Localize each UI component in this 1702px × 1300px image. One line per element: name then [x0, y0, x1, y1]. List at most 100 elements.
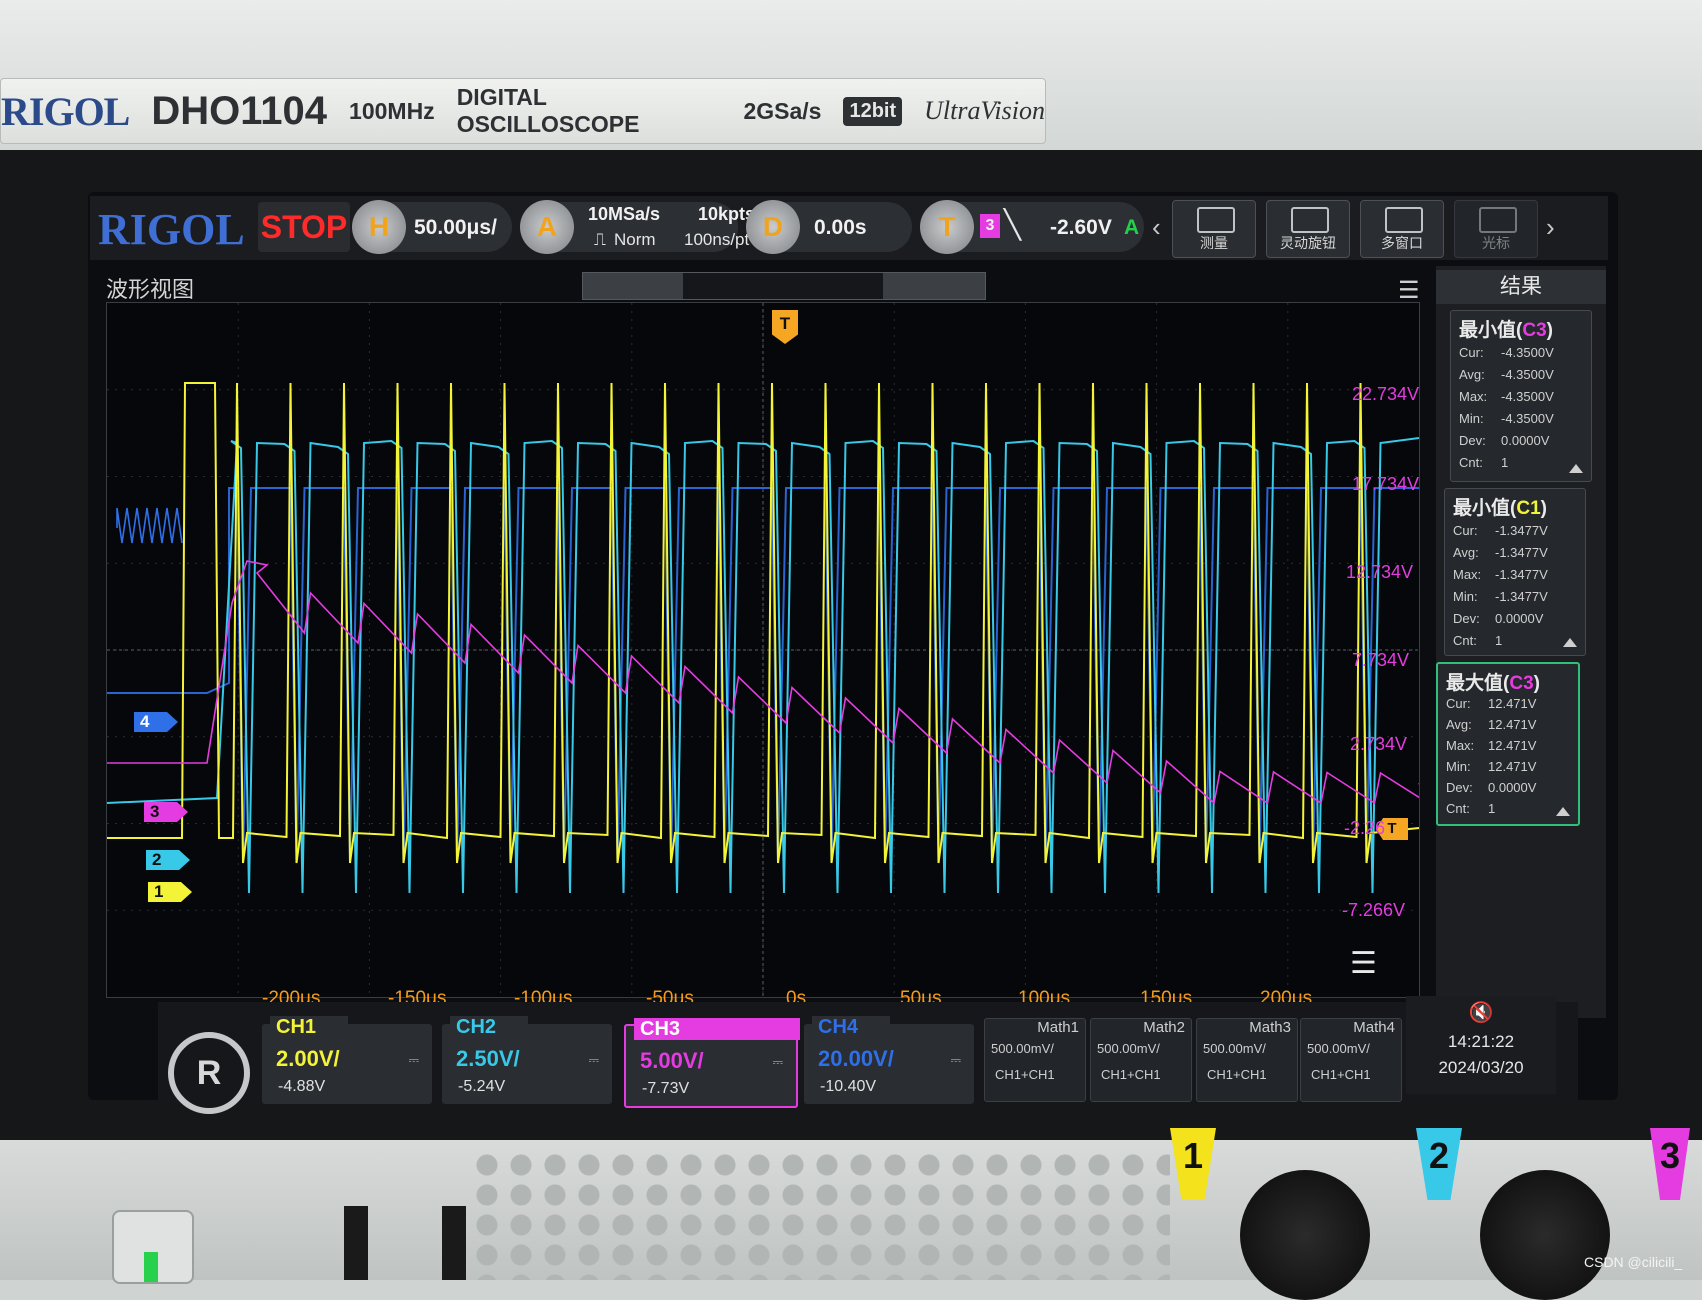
ch4-scale: 20.00V/ — [818, 1046, 894, 1071]
ch4-label: CH4 — [812, 1016, 890, 1038]
collapse-icon[interactable] — [1556, 807, 1570, 816]
status-clock: 🔇 14:21:22 2024/03/20 — [1406, 996, 1556, 1094]
clock-date: 2024/03/20 — [1438, 1058, 1524, 1077]
math3-scale: 500.00mV/ — [1203, 1041, 1266, 1056]
math4-scale: 500.00mV/ — [1307, 1041, 1370, 1056]
speaker-mute-icon[interactable]: 🔇 — [1468, 1002, 1494, 1024]
chevron-right-icon[interactable]: › — [1546, 212, 1555, 242]
acquire-resolution: 100ns/pt — [684, 230, 750, 249]
timebase-value: 50.00μs/ — [414, 216, 497, 239]
waveform-plot — [107, 303, 1419, 997]
menu-icon[interactable]: ☰ — [1398, 277, 1420, 304]
ch2-marker[interactable]: 2 — [146, 850, 190, 870]
power-button[interactable] — [112, 1210, 194, 1284]
delay-key[interactable]: D — [746, 200, 800, 254]
ch3-level-label: 7.734V — [1352, 650, 1410, 670]
ch2-label: CH2 — [450, 1016, 528, 1038]
collapse-menu-icon[interactable]: ☰ — [1350, 947, 1377, 980]
math3-box[interactable]: Math3 500.00mV/ CH1+CH1 — [1196, 1018, 1298, 1102]
ch2-box[interactable]: CH2 2.50V/ -5.24V ⎓ — [442, 1016, 612, 1104]
ch3-level-label: 2.734V — [1350, 734, 1408, 754]
falling-edge-icon: ╲ — [1004, 209, 1021, 240]
multi-window-button[interactable]: 多窗口 — [1360, 200, 1444, 258]
bandwidth-label: 100MHz — [349, 97, 435, 124]
slot — [344, 1206, 368, 1280]
trigger-level-marker[interactable]: T — [1376, 818, 1408, 840]
cursor-button-label: 光标 — [1482, 235, 1510, 251]
waveform-view-title: 波形视图 — [106, 277, 195, 302]
collapse-icon[interactable] — [1563, 638, 1577, 647]
waveform-grid[interactable] — [106, 302, 1420, 998]
bits-badge: 12bit — [843, 96, 903, 126]
dc-coupling-icon: ⎓ — [588, 1052, 599, 1067]
trigger-level: -2.60V — [1050, 216, 1112, 239]
memory-overview[interactable] — [582, 272, 986, 300]
dc-coupling-icon: ⎓ — [408, 1052, 419, 1067]
brand-logo: RIGOL — [1, 88, 130, 134]
ch4-offset: -10.40V — [820, 1078, 877, 1095]
math1-expr: CH1+CH1 — [995, 1067, 1055, 1082]
run-stop-indicator[interactable]: STOP — [258, 202, 350, 252]
smart-knob-button[interactable]: 灵动旋钮 — [1266, 200, 1350, 258]
ch3-scale: 5.00V/ — [640, 1048, 704, 1073]
acquire-key[interactable]: A — [520, 200, 574, 254]
math1-label: Math1 — [1037, 1019, 1079, 1036]
measurement-card[interactable]: 最小值(C3) Cur: -4.3500V Avg: -4.3500V Max: -4… — [1450, 310, 1592, 482]
results-panel: 结果 最小值(C3) Cur: -4.3500V Avg: -4.3500V Max… — [1436, 266, 1606, 1018]
ch1-trace — [107, 382, 1419, 864]
ch1-input-label: 1 — [1170, 1128, 1216, 1200]
math4-box[interactable]: Math4 500.00mV/ CH1+CH1 — [1300, 1018, 1402, 1102]
trigger-key[interactable]: T — [920, 200, 974, 254]
dc-coupling-icon: ⎓ — [772, 1054, 783, 1069]
settings-gear-icon[interactable]: R — [168, 1032, 250, 1114]
acquire-depth: 10kpts — [698, 204, 756, 224]
acquire-rate: 10MSa/s — [588, 204, 661, 224]
ch3-level-label: 22.734V — [1352, 384, 1420, 404]
chevron-left-icon[interactable]: ‹ — [1152, 212, 1161, 242]
ch3-level-label: 17.734V — [1352, 474, 1420, 494]
ch3-offset: -7.73V — [642, 1080, 690, 1097]
ch3-box-active[interactable]: CH3 5.00V/ -7.73V ⎓ — [624, 1018, 800, 1108]
clock-time: 14:21:22 — [1447, 1032, 1515, 1051]
ch2-trace — [107, 437, 1419, 894]
ch3-marker[interactable]: 3 — [144, 802, 188, 822]
trigger-source-badge: 3 — [980, 214, 1000, 238]
measurement-title: 最大值(C3) — [1446, 673, 1540, 694]
ch2-scale: 2.50V/ — [456, 1046, 520, 1071]
measure-button[interactable]: 测量 — [1172, 200, 1256, 258]
brand-plate: RIGOL DHO1104 100MHz DIGITAL OSCILLOSCOP… — [0, 78, 1046, 144]
ch4-marker[interactable]: 4 — [134, 712, 178, 732]
watermark: CSDN @cilicili_ — [1584, 1254, 1683, 1270]
measurement-title: 最小值(C3) — [1459, 320, 1553, 341]
ch4-box[interactable]: CH4 20.00V/ -10.40V ⎓ — [804, 1016, 974, 1104]
math3-label: Math3 — [1249, 1019, 1291, 1036]
math2-scale: 500.00mV/ — [1097, 1041, 1160, 1056]
measurement-card-active[interactable]: 最大值(C3) Cur: 12.471V Avg: 12.471V Max: 12.4… — [1436, 662, 1580, 826]
model-name: DHO1104 — [151, 88, 328, 133]
horizontal-key[interactable]: H — [352, 200, 406, 254]
ringing-burst — [116, 507, 183, 544]
power-led — [144, 1252, 158, 1282]
cursor-button[interactable]: 光标 — [1454, 200, 1538, 258]
window-icon — [1385, 207, 1423, 233]
series-logo: UltraVision — [924, 96, 1045, 125]
ch1-offset: -4.88V — [278, 1078, 326, 1095]
smart-knob-button-label: 灵动旋钮 — [1280, 235, 1336, 251]
math3-expr: CH1+CH1 — [1207, 1067, 1267, 1082]
ch2-bnc-connector[interactable] — [1480, 1170, 1610, 1300]
ch1-marker[interactable]: 1 — [148, 882, 192, 902]
ch1-bnc-connector[interactable] — [1240, 1170, 1370, 1300]
measure-button-label: 测量 — [1200, 235, 1228, 251]
trigger-sweep: A — [1124, 216, 1140, 239]
measurement-title: 最小值(C1) — [1453, 498, 1547, 519]
sample-rate-label: 2GSa/s — [743, 97, 822, 124]
math2-expr: CH1+CH1 — [1101, 1067, 1161, 1082]
slot — [442, 1206, 466, 1280]
math2-box[interactable]: Math2 500.00mV/ CH1+CH1 — [1090, 1018, 1192, 1102]
ch3-trace — [107, 560, 1419, 805]
measurement-card[interactable]: 最小值(C1) Cur: -1.3477V Avg: -1.3477V Max: -1… — [1444, 488, 1586, 656]
math1-box[interactable]: Math1 500.00mV/ CH1+CH1 — [984, 1018, 1086, 1102]
ch1-box[interactable]: CH1 2.00V/ -4.88V ⎓ — [262, 1016, 432, 1104]
collapse-icon[interactable] — [1569, 464, 1583, 473]
ch3-level-label: -2.26 — [1344, 818, 1386, 838]
